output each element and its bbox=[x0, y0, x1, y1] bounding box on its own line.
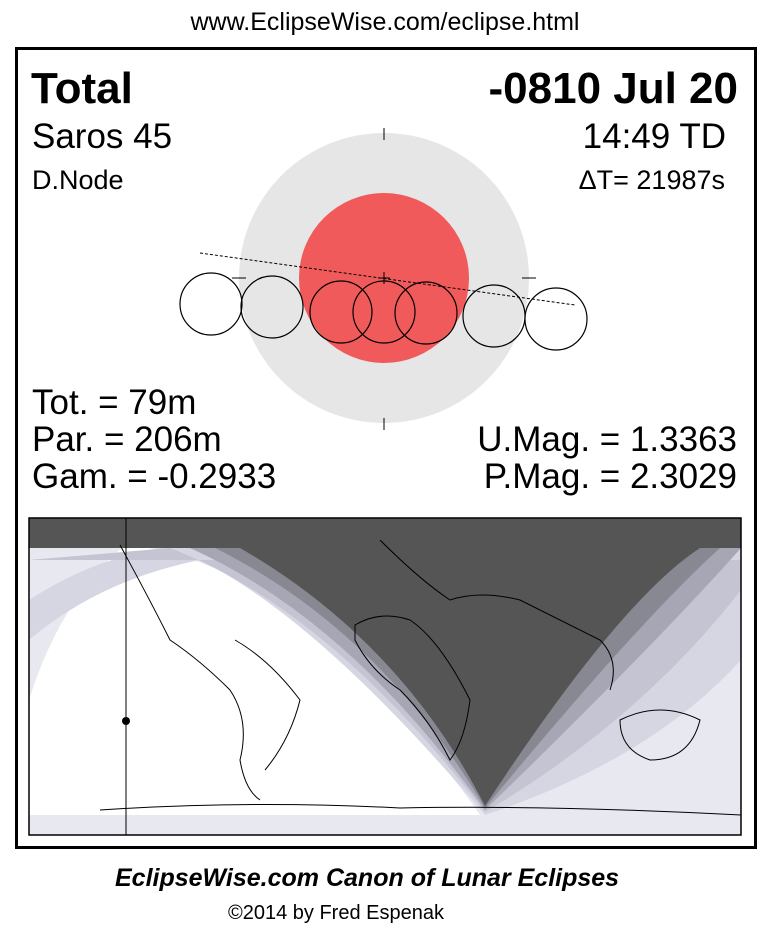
saros-number: Saros 45 bbox=[32, 117, 173, 156]
moon-greatest bbox=[352, 280, 416, 344]
moon-zenith-point bbox=[122, 717, 130, 725]
moon-p1 bbox=[179, 272, 243, 336]
moon-path-line bbox=[199, 252, 576, 306]
night-region bbox=[29, 518, 741, 806]
eclipse-time: 14:49 TD bbox=[582, 117, 726, 156]
footer-copyright: ©2014 by Fred Espenak bbox=[228, 902, 444, 924]
source-url: www.EclipseWise.com/eclipse.html bbox=[190, 8, 580, 36]
penumbral-magnitude: P.Mag. = 2.3029 bbox=[483, 457, 737, 496]
visibility-map bbox=[29, 518, 741, 835]
node-label: D.Node bbox=[32, 165, 124, 195]
gamma-value: Gam. = -0.2933 bbox=[32, 457, 277, 496]
totality-duration: Tot. = 79m bbox=[32, 383, 197, 422]
moon-u2 bbox=[309, 280, 373, 344]
moon-positions bbox=[179, 272, 588, 351]
moon-u3 bbox=[394, 281, 458, 345]
axis-ticks bbox=[232, 128, 536, 430]
footer-title: EclipseWise.com Canon of Lunar Eclipses bbox=[115, 864, 620, 892]
map-border bbox=[28, 517, 742, 836]
coastlines bbox=[99, 539, 741, 816]
eclipse-figure-frame bbox=[15, 47, 757, 849]
moon-p4 bbox=[524, 287, 588, 351]
eclipse-type: Total bbox=[31, 64, 133, 113]
eclipse-date: -0810 Jul 20 bbox=[488, 64, 739, 113]
partial-duration: Par. = 206m bbox=[32, 420, 222, 459]
umbral-magnitude: U.Mag. = 1.3363 bbox=[477, 420, 737, 459]
moon-u1 bbox=[240, 275, 304, 339]
delta-t: ΔT= 21987s bbox=[578, 165, 725, 195]
